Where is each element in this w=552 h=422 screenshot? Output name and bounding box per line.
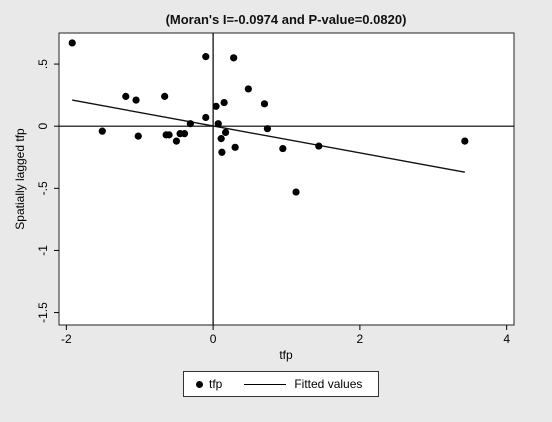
data-point <box>279 144 287 153</box>
data-point <box>134 132 142 140</box>
data-point <box>315 142 323 150</box>
x-tick-label: 4 <box>503 332 510 346</box>
data-point <box>172 137 181 145</box>
data-point <box>132 96 140 104</box>
data-point <box>212 102 220 110</box>
x-tick-label: 2 <box>357 332 364 346</box>
line-layer <box>72 99 465 173</box>
legend-marker-line <box>244 383 287 385</box>
data-point <box>292 188 300 196</box>
fitted-line <box>72 99 465 173</box>
legend: tfp Fitted values <box>183 371 379 397</box>
y-tick-label: -.5 <box>36 181 50 195</box>
plot-area <box>58 32 515 326</box>
data-point <box>98 127 106 135</box>
data-point <box>122 92 130 100</box>
data-point <box>263 125 272 133</box>
data-point <box>68 39 76 47</box>
data-point <box>161 92 169 100</box>
data-point <box>180 130 189 138</box>
grid-layer <box>59 33 514 325</box>
x-axis-title: tfp <box>279 348 293 362</box>
y-tick-label: .5 <box>36 59 50 69</box>
y-tick-label: -1 <box>36 245 50 256</box>
data-point <box>217 135 225 143</box>
data-point <box>202 113 210 122</box>
data-point <box>244 85 252 93</box>
x-tick-label: 0 <box>210 332 217 346</box>
chart-title: (Moran's I=-0.0974 and P-value=0.0820) <box>166 12 407 27</box>
data-point <box>214 120 222 128</box>
legend-marker-dot <box>196 380 203 388</box>
data-point <box>260 100 269 108</box>
legend-label-fitted: Fitted values <box>294 377 363 391</box>
x-tick-label: -2 <box>61 332 72 346</box>
data-point <box>221 128 230 137</box>
y-tick-label: 0 <box>36 123 50 130</box>
y-tick-label: -1.5 <box>36 302 50 323</box>
data-point <box>186 120 194 128</box>
data-point <box>220 98 228 107</box>
legend-label-tfp: tfp <box>209 377 223 391</box>
data-point <box>218 148 226 156</box>
data-point <box>461 137 469 145</box>
point-layer <box>68 39 469 196</box>
data-point <box>231 143 239 151</box>
data-point <box>230 54 238 62</box>
data-point <box>202 53 210 61</box>
y-axis-title: Spatially lagged tfp <box>13 128 27 230</box>
data-point <box>165 131 173 139</box>
tick-layer: -2 0 2 4 -1.5 -1 -.5 0 .5 <box>36 59 510 346</box>
